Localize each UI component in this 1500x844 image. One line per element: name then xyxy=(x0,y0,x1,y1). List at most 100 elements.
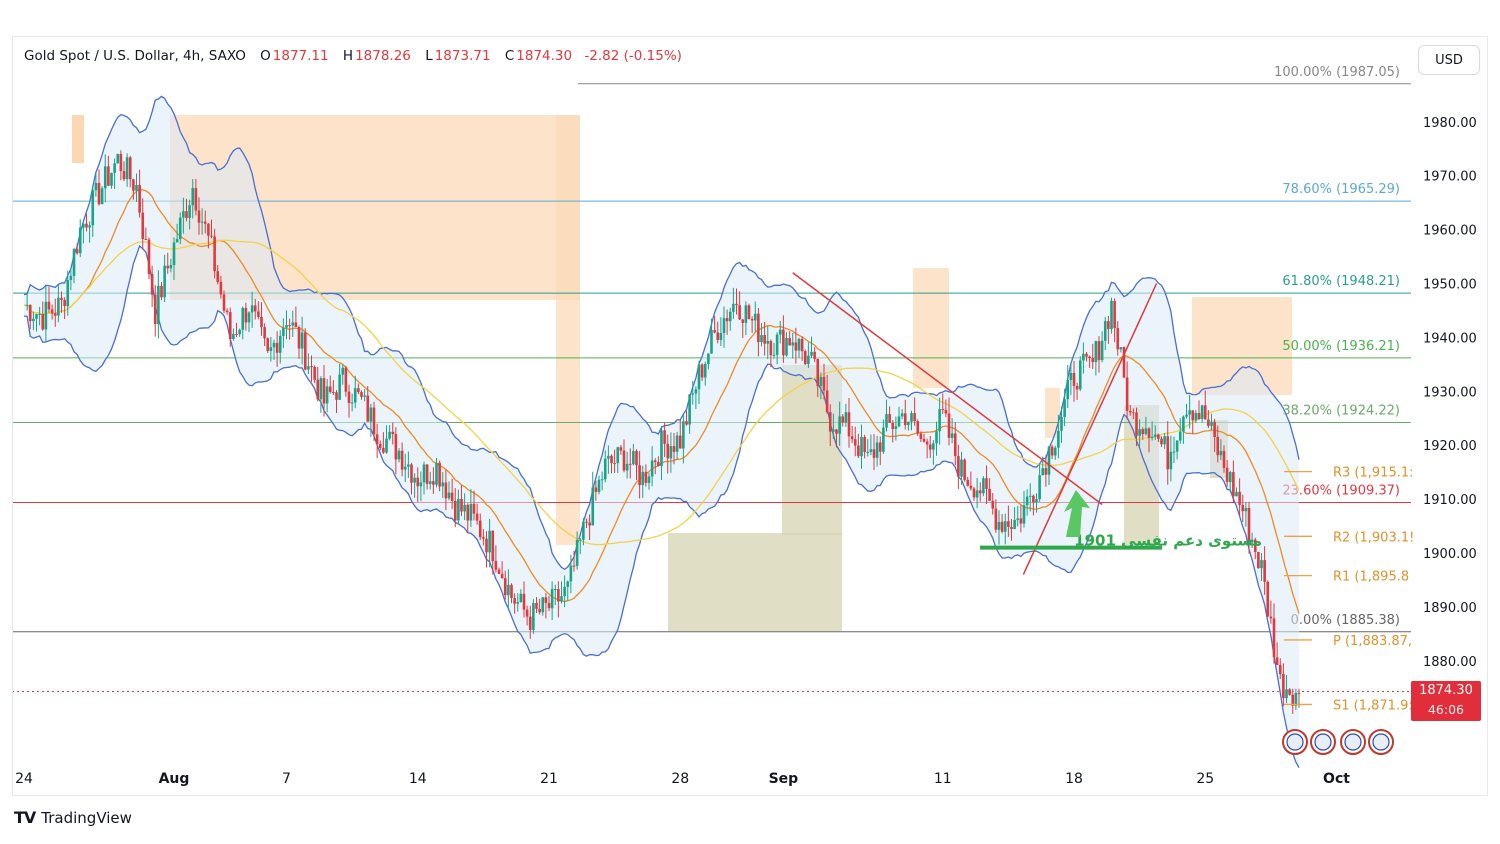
candle-body xyxy=(988,488,991,501)
candle-body xyxy=(335,392,338,400)
candle-body xyxy=(641,471,645,486)
candle-body xyxy=(1132,412,1135,414)
candle-body xyxy=(282,327,285,336)
candle-body xyxy=(994,508,998,530)
candle-body xyxy=(1185,414,1188,417)
candle-body xyxy=(1266,581,1270,617)
low-value: 1873.71 xyxy=(434,48,491,64)
candle-body xyxy=(513,598,516,604)
candle-body xyxy=(800,338,804,352)
candle-body xyxy=(610,455,613,464)
candle-body xyxy=(566,581,570,587)
candle-body xyxy=(1113,300,1116,329)
candle-body xyxy=(478,520,482,538)
candle-body xyxy=(319,378,323,400)
candle-body xyxy=(1047,446,1051,475)
candle-body xyxy=(1219,450,1223,456)
candle-body xyxy=(603,458,607,480)
candle-body xyxy=(1222,450,1226,468)
y-tick-label: 1960.00 xyxy=(1423,224,1477,239)
candle-body xyxy=(44,301,48,330)
candle-body xyxy=(713,330,716,333)
candle-body xyxy=(110,172,113,186)
candle-body xyxy=(85,223,88,228)
candle-body xyxy=(1191,410,1195,421)
y-tick-label: 1900.00 xyxy=(1423,547,1477,562)
tradingview-logo[interactable]: TV TradingView xyxy=(14,808,132,827)
candle-body xyxy=(1153,434,1157,437)
candle-body xyxy=(1207,419,1210,426)
candle-body xyxy=(488,530,491,553)
candle-body xyxy=(1263,560,1266,582)
candle-body xyxy=(719,333,723,341)
candle-body xyxy=(872,449,876,458)
candle-body xyxy=(407,464,410,467)
candle-body xyxy=(53,313,57,316)
x-tick-label: Aug xyxy=(159,771,190,787)
candle-body xyxy=(822,376,826,391)
candle-body xyxy=(788,338,791,346)
us-flag-icon-inner xyxy=(1344,733,1362,751)
currency-button[interactable]: USD xyxy=(1418,45,1480,75)
close-label: C xyxy=(504,48,515,64)
candle-body xyxy=(1213,421,1216,437)
candle-body xyxy=(344,367,348,392)
candle-body xyxy=(1082,353,1085,361)
candle-body xyxy=(425,464,429,484)
candle-body xyxy=(910,413,913,422)
candle-body xyxy=(938,409,941,432)
candle-body xyxy=(163,265,166,298)
candle-body xyxy=(1144,428,1148,435)
candle-body xyxy=(1160,438,1163,445)
candle-body xyxy=(897,416,901,427)
candle-body xyxy=(753,313,757,321)
candle-body xyxy=(260,316,263,328)
candle-body xyxy=(1097,341,1101,361)
candle-body xyxy=(441,482,445,487)
candle-body xyxy=(647,476,651,483)
y-tick-label: 1920.00 xyxy=(1423,439,1477,454)
us-flag-icon-inner xyxy=(1372,733,1390,751)
candle-body xyxy=(1285,689,1288,699)
candle-body xyxy=(457,498,460,521)
candle-body xyxy=(216,271,220,282)
candle-body xyxy=(250,305,254,313)
candle-body xyxy=(1157,434,1160,439)
candle-body xyxy=(103,166,107,189)
candle-body xyxy=(1100,340,1104,361)
candle-body xyxy=(557,589,560,602)
candle-body xyxy=(91,190,95,226)
x-tick-label: 7 xyxy=(282,771,291,787)
candle-body xyxy=(1247,507,1251,543)
candle-body xyxy=(382,447,385,453)
candle-body xyxy=(469,504,473,521)
candle-body xyxy=(1288,689,1291,695)
tradingview-icon: TV xyxy=(14,808,36,827)
candle-body xyxy=(88,225,91,228)
candle-body xyxy=(672,446,676,452)
y-tick-label: 1970.00 xyxy=(1423,170,1477,185)
close-value: 1874.30 xyxy=(516,48,573,64)
candle-body xyxy=(388,431,391,439)
candle-body xyxy=(735,303,738,306)
candle-body xyxy=(63,299,66,307)
candle-body xyxy=(863,436,866,453)
candle-body xyxy=(107,166,110,186)
candle-body xyxy=(1169,451,1173,470)
candle-body xyxy=(235,333,238,335)
candle-body xyxy=(1119,347,1123,350)
candle-body xyxy=(1182,416,1185,432)
candle-body xyxy=(285,325,288,328)
candle-body xyxy=(57,297,60,316)
candle-body xyxy=(747,305,751,320)
candle-body xyxy=(191,188,195,206)
candle-body xyxy=(422,464,426,483)
candle-body xyxy=(632,450,635,465)
candle-body xyxy=(1194,412,1198,421)
candle-body xyxy=(732,303,735,312)
candle-body xyxy=(1210,421,1213,426)
candle-body xyxy=(1103,321,1107,341)
candle-body xyxy=(232,333,235,339)
candle-body xyxy=(785,338,788,356)
